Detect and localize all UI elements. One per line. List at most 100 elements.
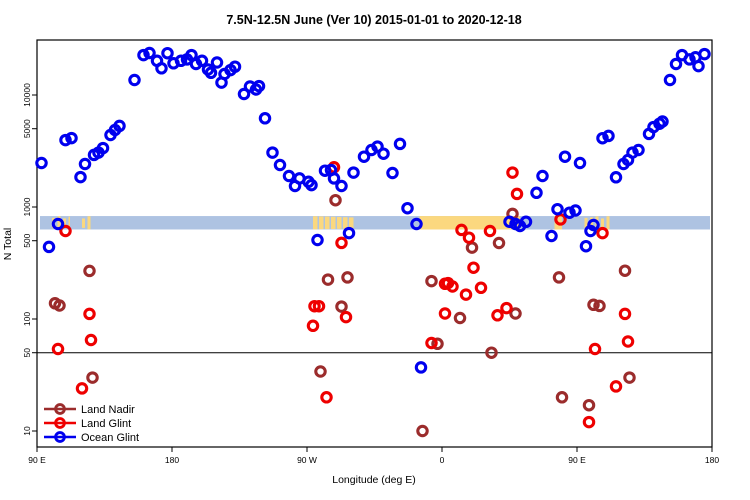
land-nadir-point	[431, 337, 444, 351]
map-strip-land	[337, 216, 342, 229]
ocean-glint-point	[266, 146, 279, 159]
ocean-glint-point	[569, 204, 582, 217]
legend-label: Ocean Glint	[81, 432, 139, 444]
ocean-glint-point	[632, 143, 645, 157]
ocean-glint-point	[503, 215, 516, 229]
land-glint-point	[491, 309, 504, 322]
ocean-glint-point	[683, 53, 696, 66]
land-nadir-point	[582, 398, 596, 412]
map-strip-land	[313, 216, 318, 230]
land-nadir-point	[86, 371, 99, 384]
ocean-glint-point	[335, 179, 348, 193]
land-glint-point	[618, 307, 632, 321]
ocean-glint-point	[371, 140, 384, 153]
ocean-glint-point	[536, 169, 549, 183]
ocean-glint-point	[35, 156, 48, 170]
land-glint-point	[588, 342, 602, 356]
ocean-glint-point	[347, 166, 360, 179]
map-strip-land	[63, 218, 66, 228]
land-glint-point	[446, 280, 459, 293]
ocean-glint-point	[318, 164, 332, 177]
y-axis-title: N Total	[2, 228, 14, 261]
land-glint-point	[582, 415, 596, 429]
land-nadir-point	[509, 307, 522, 320]
land-glint-point	[621, 335, 635, 348]
ocean-glint-point	[128, 73, 141, 87]
legend-label: Land Nadir	[81, 404, 135, 416]
ocean-glint-point	[596, 131, 609, 145]
land-nadir-point	[453, 311, 467, 325]
land-glint-point	[459, 288, 473, 301]
land-glint-point	[510, 187, 524, 201]
ocean-glint-point	[78, 157, 92, 171]
ocean-glint-point	[252, 79, 266, 93]
land-glint-point	[59, 224, 72, 238]
land-nadir-point	[485, 346, 498, 359]
ocean-glint-point	[210, 56, 224, 69]
ocean-glint-point	[587, 218, 600, 232]
land-glint-point	[483, 224, 497, 238]
land-glint-point	[320, 391, 333, 404]
ocean-glint-point	[258, 112, 272, 125]
ocean-glint-point	[410, 217, 423, 231]
chart-title: 7.5N-12.5N June (Ver 10) 2015-01-01 to 2…	[226, 13, 521, 27]
ocean-glint-point	[656, 115, 669, 128]
land-nadir-point	[618, 264, 632, 277]
ocean-glint-point	[377, 147, 390, 160]
ocean-glint-point	[311, 233, 324, 247]
ocean-glint-point	[195, 54, 209, 68]
land-nadir-point	[53, 299, 66, 312]
map-strip-land	[68, 216, 70, 230]
land-glint-point	[462, 231, 476, 244]
land-nadir-point	[623, 371, 636, 384]
map-strip-land	[584, 217, 588, 229]
legend: Land Nadir Land Glint Ocean Glint	[44, 403, 139, 444]
map-strip-land	[419, 216, 520, 230]
ocean-glint-point	[59, 133, 72, 147]
land-glint-point	[554, 213, 567, 226]
ocean-glint-point	[602, 129, 615, 143]
y-tick-label: 500	[22, 233, 32, 247]
y-tick-label: 100	[22, 312, 32, 326]
map-strip-layer	[40, 216, 710, 230]
ocean-glint-point	[305, 178, 318, 192]
land-glint-point	[312, 299, 326, 313]
y-tick-label: 1000	[22, 197, 32, 216]
x-axis-title: Longitude (deg E)	[332, 474, 415, 486]
x-tick-label: 180	[165, 455, 179, 465]
land-glint-point	[335, 236, 348, 250]
ocean-glint-point	[273, 158, 287, 172]
map-strip-land	[349, 217, 354, 229]
ocean-glint-point	[669, 57, 683, 71]
axes-layer: 90 E 180 90 W 0 90 E 180 10 50 100 500 1000 5000 100…	[22, 39, 719, 465]
land-glint-point	[75, 382, 89, 395]
ocean-glint-point	[228, 60, 242, 73]
land-nadir-point	[465, 241, 479, 254]
plot-border	[36, 39, 713, 448]
legend-marker	[54, 417, 66, 429]
map-strip-ocean	[40, 216, 710, 230]
ocean-glint-point	[386, 166, 399, 180]
ocean-glint-point	[357, 150, 371, 163]
ocean-glint-point	[579, 239, 593, 253]
land-glint-point	[474, 281, 488, 295]
ocean-glint-point	[519, 215, 533, 229]
land-glint-point	[83, 307, 96, 321]
ocean-glint-point	[74, 170, 87, 184]
legend-item-land-nadir: Land Nadir	[44, 403, 135, 416]
ocean-glint-point	[698, 47, 711, 61]
land-glint-point	[609, 380, 623, 393]
x-tick-label: 90 W	[297, 455, 317, 465]
ocean-glint-point	[530, 186, 543, 200]
land-nadir-point	[83, 264, 96, 278]
ocean-glint-point	[174, 54, 188, 68]
legend-label: Land Glint	[81, 418, 131, 430]
ocean-glint-point	[401, 201, 414, 215]
land-glint-point	[306, 319, 320, 333]
map-strip-land	[606, 216, 610, 230]
ocean-glint-point	[327, 172, 341, 185]
ocean-glint-point	[161, 46, 174, 60]
land-nadir-point	[593, 299, 606, 313]
